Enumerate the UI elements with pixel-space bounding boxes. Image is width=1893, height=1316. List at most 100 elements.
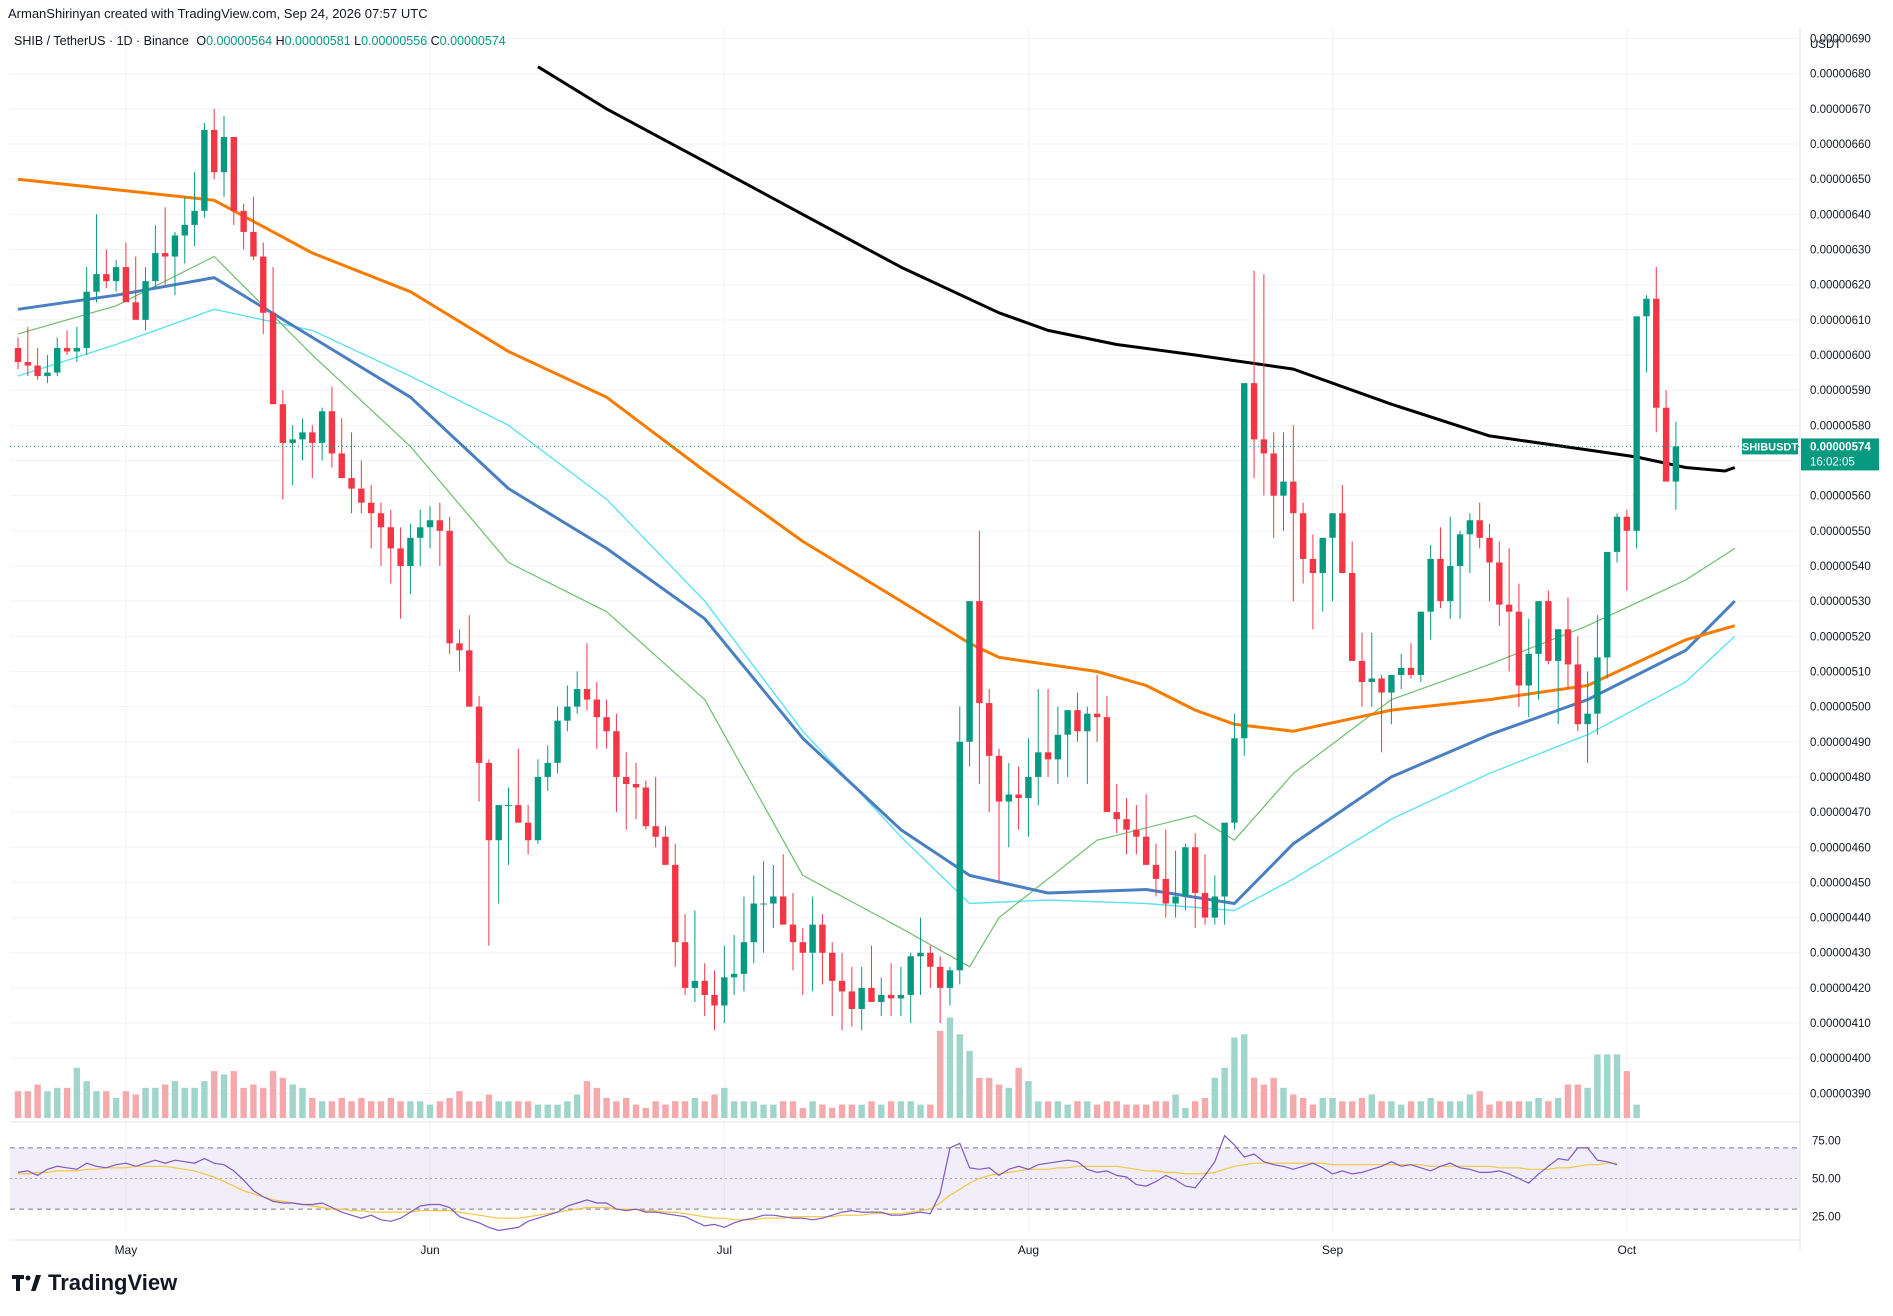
- candle-body: [54, 347, 61, 373]
- price-tick-label: 0.00000480: [1810, 772, 1871, 784]
- candle-body: [642, 787, 650, 827]
- candle-body: [1182, 847, 1189, 897]
- volume-bar: [1623, 1071, 1631, 1118]
- volume-bar: [466, 1101, 473, 1118]
- volume-bar: [1427, 1097, 1434, 1118]
- volume-bar: [1182, 1107, 1189, 1118]
- candle: [1054, 706, 1062, 784]
- volume-bar: [1290, 1094, 1297, 1118]
- volume-bar: [1270, 1077, 1277, 1118]
- volume-bar: [721, 1087, 728, 1118]
- volume-bar: [250, 1084, 257, 1118]
- price-tick-label: 0.00000490: [1810, 737, 1871, 749]
- volume-bar: [44, 1091, 51, 1118]
- volume-bar: [985, 1077, 993, 1118]
- volume-bar: [603, 1097, 610, 1118]
- candle-body: [515, 805, 522, 823]
- volume-bar: [554, 1104, 561, 1118]
- candle: [1329, 513, 1336, 602]
- candle-body: [1525, 653, 1532, 686]
- candle: [309, 425, 316, 479]
- price-tick-label: 0.00000460: [1810, 842, 1871, 854]
- candle-body: [1005, 794, 1013, 802]
- volume-bar: [1123, 1104, 1130, 1118]
- candle: [485, 759, 493, 946]
- candle: [1299, 502, 1307, 584]
- candle: [240, 203, 247, 250]
- candle: [573, 671, 581, 714]
- price-tick-label: 0.00000560: [1810, 491, 1871, 503]
- candle: [1182, 843, 1189, 911]
- candle-body: [1623, 516, 1631, 531]
- tradingview-logo[interactable]: TradingView: [12, 1270, 177, 1296]
- volume-bar: [956, 1034, 963, 1118]
- candle: [1290, 425, 1297, 602]
- candle-body: [367, 502, 375, 514]
- candle: [475, 696, 483, 802]
- volume-bar: [1564, 1084, 1572, 1118]
- candle-body: [466, 650, 473, 707]
- high-label: H: [275, 34, 285, 48]
- volume-bar: [573, 1094, 581, 1118]
- candle-body: [1486, 537, 1493, 563]
- volume-bar: [1515, 1101, 1523, 1118]
- volume-bar: [1054, 1101, 1062, 1118]
- candle: [819, 914, 826, 985]
- candle: [456, 629, 463, 672]
- candle: [1437, 527, 1444, 609]
- axis-layer: 0.00000390 0.00000400 0.00000410 0.00000420…: [10, 28, 1879, 1257]
- volume-bar: [632, 1104, 640, 1118]
- candle: [1388, 674, 1395, 725]
- price-tick-label: 0.00000400: [1810, 1053, 1871, 1065]
- candle: [995, 748, 1003, 883]
- candle-body: [1133, 829, 1140, 837]
- volume-bar: [799, 1107, 806, 1118]
- candle-body: [387, 527, 394, 549]
- candle-body: [426, 520, 434, 528]
- candle-body: [397, 548, 404, 566]
- volume-bar: [1005, 1087, 1013, 1118]
- volume-bar: [338, 1097, 345, 1118]
- candle-body: [1201, 892, 1209, 918]
- candle: [54, 337, 61, 377]
- price-tick-label: 0.00000390: [1810, 1088, 1871, 1100]
- volume-bar: [1456, 1101, 1464, 1118]
- candle-body: [1368, 678, 1375, 682]
- candle: [721, 945, 728, 1024]
- candle-body: [740, 942, 748, 974]
- volume-bar: [240, 1087, 247, 1118]
- volume-bar: [495, 1101, 502, 1118]
- symbol-legend[interactable]: SHIB / TetherUS · 1D · Binance O0.000005…: [14, 34, 506, 48]
- volume-bar: [652, 1101, 659, 1118]
- candle: [662, 826, 669, 865]
- candle-body: [191, 210, 198, 225]
- volume-bar: [230, 1071, 238, 1118]
- candle: [544, 745, 551, 791]
- price-tick-label: 0.00000590: [1810, 385, 1871, 397]
- candle: [83, 267, 90, 355]
- candle: [524, 805, 532, 855]
- volume-bar: [887, 1101, 895, 1118]
- volume-bar: [1525, 1101, 1532, 1118]
- candle: [201, 122, 208, 218]
- volume-bar: [1319, 1097, 1326, 1118]
- volume-bar: [260, 1087, 267, 1118]
- volume-bar: [691, 1097, 699, 1118]
- candle: [613, 713, 620, 813]
- candle-body: [809, 924, 816, 953]
- candle-body: [524, 822, 532, 841]
- candle: [161, 207, 169, 285]
- candle: [858, 966, 865, 1031]
- candle: [779, 854, 787, 925]
- volume-bar: [1407, 1101, 1415, 1118]
- candle-body: [730, 973, 738, 978]
- candle: [1280, 432, 1287, 531]
- grid-layer: [10, 28, 1800, 1232]
- candle-body: [1280, 481, 1287, 496]
- volume-bar: [897, 1101, 905, 1118]
- candle-body: [1211, 896, 1219, 918]
- candle: [1142, 794, 1150, 865]
- candle-body: [691, 980, 699, 988]
- candle-body: [505, 805, 512, 807]
